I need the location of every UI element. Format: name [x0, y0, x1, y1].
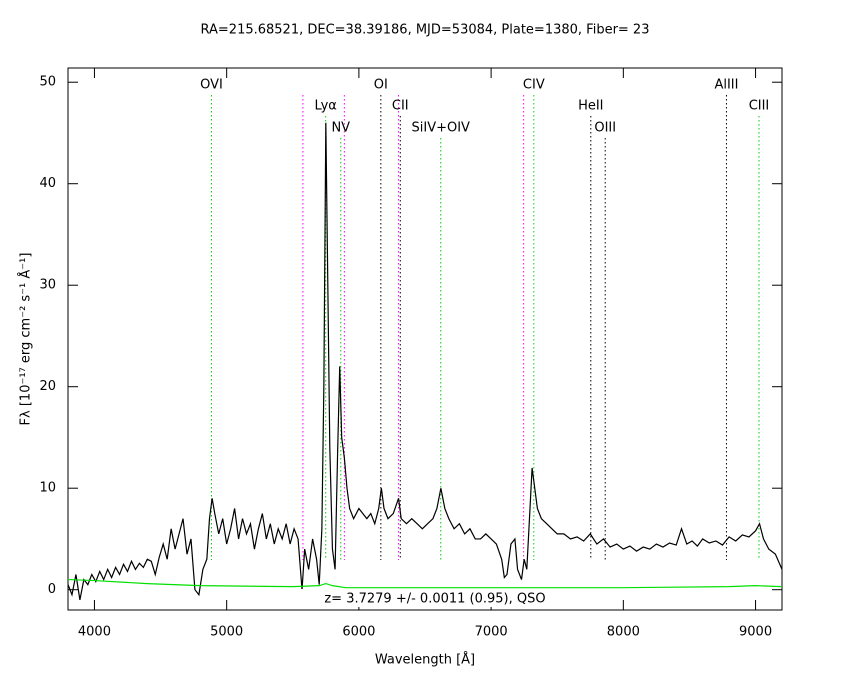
annotation-bg — [276, 589, 594, 607]
line-label: OVI — [200, 78, 223, 93]
x-tick-label: 5000 — [210, 625, 243, 640]
line-label: SiIV+OIV — [412, 121, 471, 136]
y-tick-label: 10 — [39, 481, 56, 496]
y-tick-label: 40 — [39, 176, 56, 191]
plot-area — [68, 95, 782, 600]
spectrum-line — [68, 122, 782, 600]
line-label: AlIII — [714, 78, 738, 93]
x-tick-label: 4000 — [78, 625, 111, 640]
annotation: z= 3.7279 +/- 0.0011 (0.95), QSO — [324, 592, 545, 607]
y-tick-label: 0 — [48, 582, 56, 597]
line-label: Lyα — [315, 99, 337, 114]
spectrum-line — [68, 578, 782, 589]
line-label: CIII — [749, 99, 770, 114]
line-label: OI — [374, 78, 388, 93]
x-tick-label: 8000 — [607, 625, 640, 640]
chart-title: RA=215.68521, DEC=38.39186, MJD=53084, P… — [201, 23, 650, 38]
line-label: HeII — [578, 99, 603, 114]
y-tick-label: 20 — [39, 379, 56, 394]
y-tick-label: 50 — [39, 75, 56, 90]
line-label: CII — [392, 99, 409, 114]
y-tick-label: 30 — [39, 278, 56, 293]
line-label: CIV — [523, 78, 545, 93]
x-tick-label: 6000 — [342, 625, 375, 640]
y-axis-label: Fλ [10⁻¹⁷ erg cm⁻² s⁻¹ Å⁻¹] — [18, 253, 34, 426]
x-axis-label: Wavelength [Å] — [375, 652, 475, 668]
line-label: NV — [331, 121, 350, 136]
x-tick-label: 9000 — [739, 625, 772, 640]
line-label: OIII — [594, 121, 616, 136]
x-tick-label: 7000 — [475, 625, 508, 640]
plot-frame — [67, 67, 783, 611]
